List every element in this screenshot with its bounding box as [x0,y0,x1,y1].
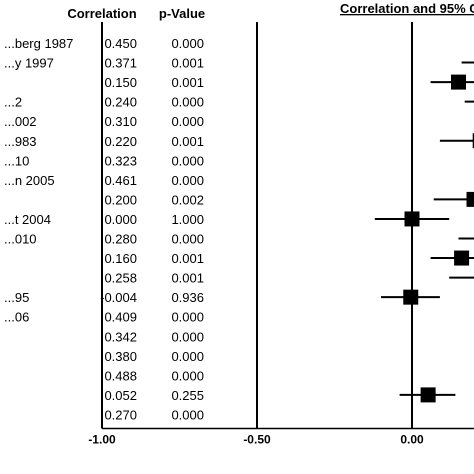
p-value: 0.000 [171,329,204,344]
p-value: 0.936 [171,290,204,305]
correlation-value: 0.258 [104,271,137,286]
correlation-value: 0.380 [104,349,137,364]
correlation-value: 0.220 [104,134,137,149]
p-value: 0.001 [171,251,204,266]
p-value: 0.001 [171,134,204,149]
correlation-value: 0.409 [104,310,137,325]
p-value: 1.000 [171,212,204,227]
effect-marker [472,133,474,149]
study-label: ...berg 1987 [4,36,73,51]
study-label: ...002 [4,114,37,129]
correlation-value: 0.488 [104,368,137,383]
correlation-value: 0.371 [104,56,137,71]
correlation-value: 0.150 [104,75,137,90]
study-label: ...06 [4,310,29,325]
x-tick-label: 0.00 [400,432,424,446]
study-label: ...2 [4,95,22,110]
chart-title: Correlation and 95% CI [340,1,474,16]
effect-marker [451,74,466,90]
correlation-value: 0.200 [104,192,137,207]
p-value: 0.001 [171,271,204,286]
x-axis: -1.00-0.500.000.50 [88,22,474,446]
p-value: 0.001 [171,56,204,71]
correlation-value: 0.000 [104,212,137,227]
p-value: 0.000 [171,349,204,364]
p-value: 0.000 [171,153,204,168]
p-value: 0.000 [171,36,204,51]
effect-marker [403,289,419,305]
study-label: ...10 [4,153,29,168]
correlation-value: 0.461 [104,173,137,188]
correlation-value: 0.323 [104,153,137,168]
correlation-value: 0.280 [104,232,137,247]
p-value: 0.002 [171,192,204,207]
correlation-value: 0.310 [104,114,137,129]
summary-correlation: 0.270 [104,407,137,422]
study-label: ...010 [4,232,37,247]
study-rows: ...berg 1987 0.450 0.000 ...y 1997 0.371 0.00… [4,36,474,422]
study-label: ...y 1997 [4,56,54,71]
p-value: 0.000 [171,173,204,188]
p-value: 0.000 [171,232,204,247]
p-value: 0.001 [171,75,204,90]
header-p-value: p-Value [159,6,205,21]
p-value: 0.000 [171,114,204,129]
effect-marker [454,250,470,266]
summary-p-value: 0.000 [171,407,204,422]
effect-marker [420,387,436,403]
correlation-value: -0.004 [100,290,137,305]
correlation-value: 0.052 [104,388,137,403]
p-value: 0.000 [171,368,204,383]
correlation-value: 0.342 [104,329,137,344]
p-value: 0.255 [171,388,204,403]
study-label: ...983 [4,134,37,149]
study-label: ...n 2005 [4,173,55,188]
correlation-value: 0.160 [104,251,137,266]
correlation-value: 0.240 [104,95,137,110]
p-value: 0.000 [171,310,204,325]
effect-marker [466,191,474,207]
effect-marker [404,211,420,227]
x-tick-label: -1.00 [88,432,116,446]
header-correlation: Correlation [67,6,136,21]
x-tick-label: -0.50 [243,432,271,446]
p-value: 0.000 [171,95,204,110]
correlation-value: 0.450 [104,36,137,51]
study-label: ...95 [4,290,29,305]
study-label: ...t 2004 [4,212,51,227]
